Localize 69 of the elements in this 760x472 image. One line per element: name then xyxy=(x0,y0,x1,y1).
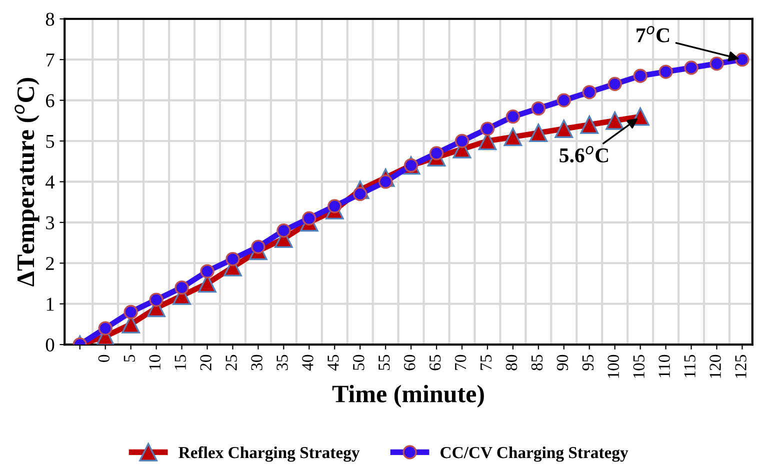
point xyxy=(328,199,342,214)
point xyxy=(506,110,520,124)
x-tick-label: 70 xyxy=(454,354,466,370)
point xyxy=(580,116,599,134)
y-axis-title: ΔTemperature ($^{o}$C) xyxy=(14,78,40,286)
point xyxy=(174,280,189,295)
y-tick-label: 4 xyxy=(46,176,55,188)
point xyxy=(226,252,240,266)
x-tick-label: 10 xyxy=(149,354,160,370)
point xyxy=(606,111,624,130)
point xyxy=(735,52,750,67)
x-tick-label: 100 xyxy=(608,354,620,378)
point xyxy=(582,85,596,100)
point xyxy=(608,76,622,92)
x-tick-label: 115 xyxy=(684,354,696,378)
x-tick-label: 5 xyxy=(124,354,136,362)
x-tick-label: 110 xyxy=(658,354,670,378)
x-tick-label: 45 xyxy=(328,354,339,371)
point xyxy=(658,64,673,79)
y-tick-label: 2 xyxy=(46,257,54,270)
x-tick-label: 75 xyxy=(480,354,492,370)
y-tick-label: 7 xyxy=(46,54,54,66)
x-tick-label: 40 xyxy=(302,354,314,371)
y-tick-label: 8 xyxy=(46,12,54,26)
point xyxy=(200,264,214,278)
x-tick-label: 65 xyxy=(429,354,441,370)
x-tick-label: 55 xyxy=(378,354,390,370)
y-tick-label: 5 xyxy=(46,135,54,148)
y-tick-label: 3 xyxy=(46,216,54,230)
legend-label: CC/CV Charging Strategy xyxy=(440,446,628,462)
point xyxy=(633,68,648,83)
x-axis-title: Time (minute) xyxy=(332,384,484,408)
point xyxy=(276,223,291,238)
point xyxy=(454,134,470,148)
point xyxy=(251,240,266,254)
x-tick-label: 95 xyxy=(582,354,594,370)
point xyxy=(149,292,164,307)
point xyxy=(531,101,546,116)
x-tick-label: 0 xyxy=(98,354,110,362)
point xyxy=(429,146,444,160)
x-tick-label: 105 xyxy=(633,354,644,378)
y-tick-label: 1 xyxy=(46,298,54,311)
x-tick-label: 60 xyxy=(404,354,416,370)
x-tick-label: 90 xyxy=(556,354,568,370)
x-tick-label: 50 xyxy=(353,354,364,370)
y-tick-label: 6 xyxy=(46,94,54,108)
point xyxy=(529,124,548,142)
x-tick-label: 15 xyxy=(174,354,186,370)
point xyxy=(480,122,495,136)
annotation: 5.6$^{o}$C xyxy=(560,146,608,162)
annotation: 7$^{o}$C xyxy=(636,26,670,42)
point xyxy=(556,93,571,108)
x-tick-label: 120 xyxy=(710,354,721,378)
x-tick-label: 80 xyxy=(506,354,518,370)
x-tick-label: 85 xyxy=(531,354,543,370)
x-tick-label: 25 xyxy=(226,354,237,370)
legend-label: Reflex Charging Strategy xyxy=(178,446,360,462)
x-tick-label: 20 xyxy=(200,354,212,370)
x-tick-label: 30 xyxy=(251,354,262,370)
point xyxy=(684,60,698,75)
point xyxy=(302,211,316,226)
point xyxy=(124,304,138,320)
y-tick-label: 0 xyxy=(46,338,54,352)
x-tick-label: 35 xyxy=(276,354,288,370)
point xyxy=(554,120,574,138)
x-tick-label: 125 xyxy=(735,354,746,378)
point xyxy=(504,128,522,146)
point xyxy=(98,321,112,336)
point xyxy=(710,56,724,71)
